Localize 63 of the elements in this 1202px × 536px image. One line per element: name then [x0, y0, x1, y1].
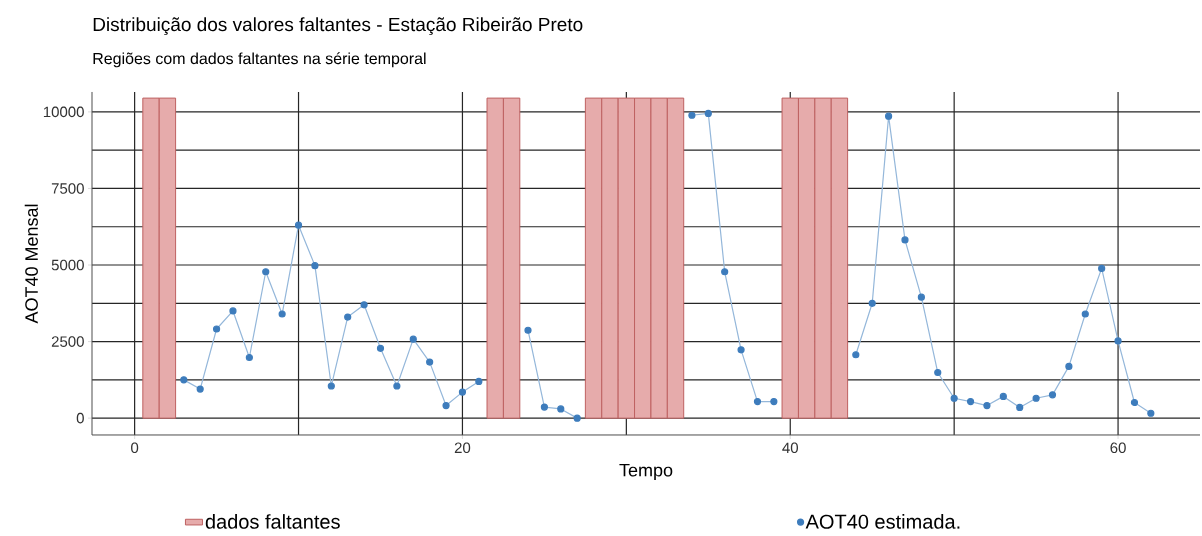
point — [966, 398, 975, 406]
point — [1081, 310, 1089, 318]
point — [278, 310, 286, 318]
x-axis-title: Tempo — [619, 463, 673, 481]
point — [1130, 398, 1139, 407]
point — [409, 335, 417, 343]
point — [344, 313, 352, 321]
x-tick-label: 40 — [782, 442, 798, 454]
point — [901, 236, 909, 244]
point — [573, 414, 581, 422]
point — [196, 385, 204, 393]
point — [852, 351, 860, 359]
y-axis-title: AOT40 Mensal — [24, 204, 38, 324]
point — [1147, 409, 1155, 417]
point — [426, 358, 434, 366]
point — [983, 401, 991, 410]
y-tick-label: 2500 — [51, 336, 84, 347]
point — [753, 398, 762, 406]
point — [1016, 403, 1024, 412]
x-tick-label: 60 — [1110, 442, 1126, 454]
point — [721, 268, 729, 276]
point — [1098, 264, 1106, 272]
point — [688, 111, 696, 119]
point — [999, 392, 1007, 400]
point — [180, 376, 188, 384]
legend-label: dados faltantes — [205, 514, 340, 529]
point — [442, 401, 450, 410]
point — [917, 293, 925, 301]
point — [885, 112, 893, 120]
y-tick-label: 5000 — [51, 259, 84, 271]
point — [245, 353, 253, 362]
point — [327, 382, 335, 390]
point — [524, 326, 532, 334]
point — [376, 344, 385, 352]
point — [393, 382, 401, 390]
point — [458, 388, 467, 396]
y-tick-label: 10000 — [43, 106, 84, 118]
point — [950, 394, 958, 402]
y-tick-label: 7500 — [51, 183, 84, 194]
x-tick-label: 0 — [131, 442, 139, 454]
point — [934, 368, 942, 377]
point — [1032, 394, 1040, 402]
point — [540, 403, 548, 411]
point — [262, 268, 270, 276]
point — [212, 325, 221, 333]
point — [868, 299, 876, 307]
point — [475, 377, 483, 385]
point — [1065, 362, 1073, 370]
point — [229, 307, 237, 315]
point — [311, 262, 319, 270]
point — [1048, 391, 1057, 399]
point — [770, 398, 778, 406]
point — [737, 346, 745, 354]
point — [557, 405, 565, 413]
chart-subtitle: Regiões com dados faltantes na série temporal — [93, 52, 426, 68]
point — [704, 109, 712, 118]
legend-label: AOT40 estimada. — [805, 514, 960, 529]
x-tick-label: 20 — [454, 442, 471, 454]
chart-title: Distribuição dos valores faltantes - Estação Ribeirão Preto — [93, 17, 583, 36]
y-tick-label: 0 — [76, 412, 84, 424]
point — [294, 221, 303, 229]
point — [360, 301, 368, 309]
point — [1114, 337, 1122, 345]
